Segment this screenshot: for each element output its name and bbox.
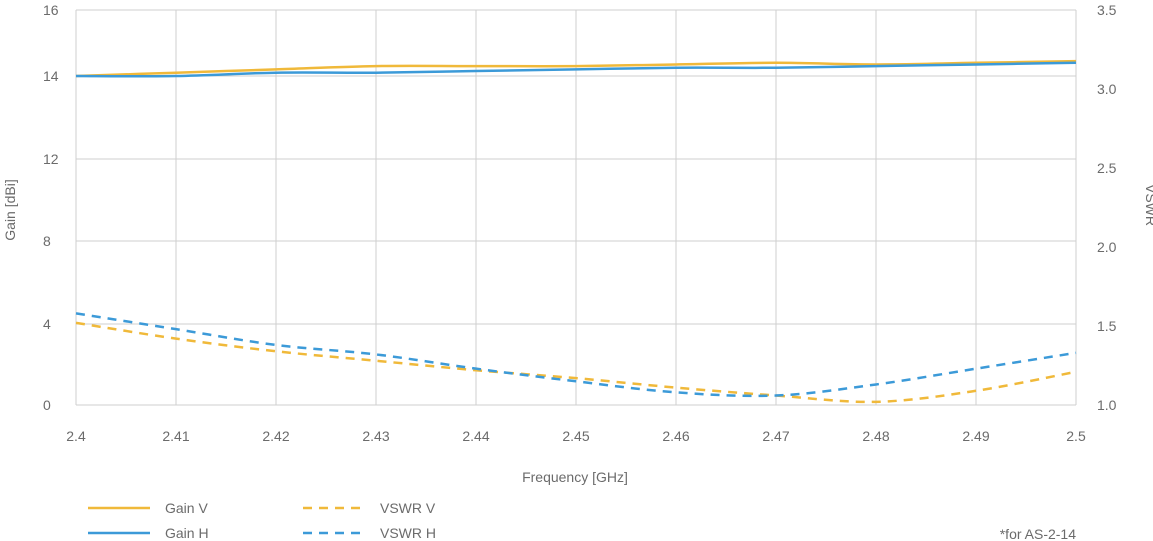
y-left-tick-label: 4 bbox=[43, 316, 51, 332]
legend: Gain V Gain H VSWR V VSWR H bbox=[88, 500, 436, 541]
x-tick-label: 2.47 bbox=[762, 428, 789, 444]
x-tick-label: 2.49 bbox=[962, 428, 989, 444]
x-axis-title: Frequency [GHz] bbox=[522, 469, 628, 485]
legend-label-gain-v: Gain V bbox=[165, 500, 208, 516]
legend-label-vswr-h: VSWR H bbox=[380, 525, 436, 541]
series-line-vswr-v bbox=[75, 321, 1077, 404]
y-right-tick-label: 1.0 bbox=[1097, 397, 1117, 413]
y-right-tick-label: 3.5 bbox=[1097, 2, 1117, 18]
x-tick-label: 2.4 bbox=[66, 428, 86, 444]
x-tick-label: 2.5 bbox=[1066, 428, 1086, 444]
y-left-tick-label: 0 bbox=[43, 397, 51, 413]
series-line-vswr-h bbox=[75, 312, 1077, 398]
y-right-tick-label: 2.5 bbox=[1097, 160, 1117, 176]
data-series bbox=[75, 59, 1077, 404]
y-axis-left-title: Gain [dBi] bbox=[2, 179, 18, 240]
y-axis-right-title: VSWR bbox=[1143, 184, 1153, 226]
y-right-tick-label: 2.0 bbox=[1097, 239, 1117, 255]
x-tick-label: 2.48 bbox=[862, 428, 889, 444]
x-tick-label: 2.44 bbox=[462, 428, 489, 444]
axis-ticks: 2.4 2.41 2.42 2.43 2.44 2.45 2.46 2.47 2.48 2.49 2… bbox=[43, 2, 1117, 444]
legend-label-gain-h: Gain H bbox=[165, 525, 209, 541]
y-left-tick-label: 8 bbox=[43, 233, 51, 249]
x-tick-label: 2.41 bbox=[162, 428, 189, 444]
y-right-tick-label: 3.0 bbox=[1097, 81, 1117, 97]
y-left-tick-label: 16 bbox=[43, 2, 59, 18]
grid-lines bbox=[75, 9, 1077, 406]
series-line-gain-h bbox=[75, 61, 1077, 78]
y-left-tick-label: 12 bbox=[43, 151, 59, 167]
x-tick-label: 2.42 bbox=[262, 428, 289, 444]
x-tick-label: 2.46 bbox=[662, 428, 689, 444]
legend-label-vswr-v: VSWR V bbox=[380, 500, 436, 516]
x-tick-label: 2.43 bbox=[362, 428, 389, 444]
footnote: *for AS-2-14 bbox=[1000, 526, 1076, 541]
x-tick-label: 2.45 bbox=[562, 428, 589, 444]
series-line-gain-v bbox=[75, 59, 1077, 78]
y-left-tick-label: 14 bbox=[43, 68, 59, 84]
y-right-tick-label: 1.5 bbox=[1097, 318, 1117, 334]
